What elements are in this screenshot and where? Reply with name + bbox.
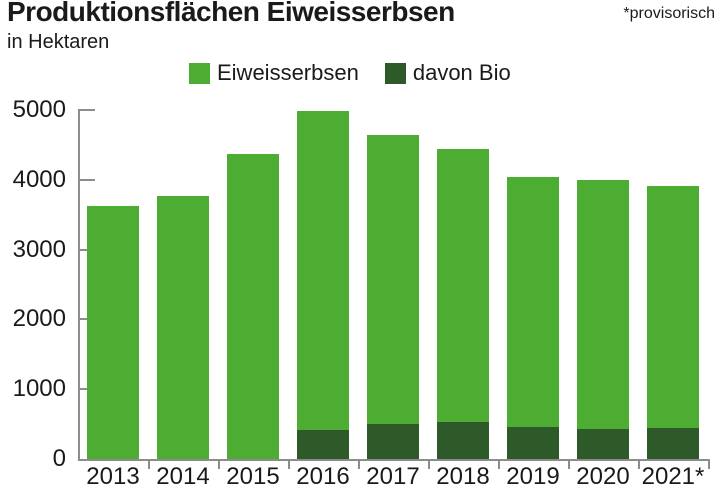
- bar-2017: [367, 135, 419, 459]
- bar-2016: [297, 110, 349, 459]
- y-axis-line: [78, 109, 80, 460]
- bar-2019-bio: [507, 426, 559, 459]
- x-tick: [288, 461, 290, 469]
- bar-2013: [87, 206, 139, 459]
- x-tick: [638, 461, 640, 469]
- chart-title: Produktionsflächen Eiweisserbsen: [7, 0, 455, 27]
- x-tick: [358, 461, 360, 469]
- x-tick-label: 2014: [156, 463, 210, 490]
- legend-label: davon Bio: [412, 60, 511, 85]
- bar-2021-bio: [647, 427, 699, 459]
- x-tick-label: 2015: [226, 463, 280, 490]
- bar-2018-bio: [437, 422, 489, 459]
- legend-item-davon-bio: davon Bio: [384, 60, 511, 86]
- legend-item-eiweisserbsen: Eiweisserbsen: [189, 60, 359, 86]
- x-tick: [708, 461, 710, 469]
- bar-2018: [437, 149, 489, 459]
- provisional-note: *provisorisch: [623, 5, 715, 22]
- legend: Eiweisserbsen davon Bio: [189, 60, 537, 86]
- legend-swatch-dark-green: [384, 62, 406, 84]
- x-tick: [568, 461, 570, 469]
- x-tick: [498, 461, 500, 469]
- bar-2020-bio: [577, 429, 629, 459]
- y-tick: [78, 178, 95, 181]
- x-tick-label: 2020: [576, 463, 630, 490]
- x-tick-label: 2019: [506, 463, 560, 490]
- bar-2020: [577, 179, 629, 459]
- y-tick-label: 4000: [12, 165, 66, 193]
- legend-label: Eiweisserbsen: [217, 60, 359, 85]
- x-tick: [218, 461, 220, 469]
- x-axis-line: [78, 459, 710, 461]
- y-tick: [78, 388, 95, 391]
- bar-2016-bio: [297, 430, 349, 459]
- y-tick-label: 5000: [12, 96, 66, 123]
- y-tick: [78, 248, 95, 251]
- y-tick-label: 3000: [12, 235, 66, 263]
- y-tick-label: 1000: [12, 375, 66, 403]
- y-tick-label: 0: [52, 445, 66, 472]
- y-tick: [78, 109, 95, 111]
- bar-2019: [507, 177, 559, 459]
- x-tick: [428, 461, 430, 469]
- bar-2021: [647, 186, 699, 459]
- x-tick-label: 2021*: [641, 463, 705, 490]
- bar-2014: [157, 195, 209, 459]
- bar-2017-bio: [367, 423, 419, 459]
- x-tick-label: 2018: [436, 463, 490, 490]
- y-tick: [78, 318, 95, 321]
- x-tick: [148, 461, 150, 469]
- x-tick-label: 2013: [86, 463, 140, 490]
- bar-2015: [227, 153, 279, 459]
- x-tick-label: 2016: [296, 463, 350, 490]
- x-tick-label: 2017: [366, 463, 420, 490]
- chart-subtitle: in Hektaren: [7, 31, 110, 53]
- legend-swatch-light-green: [189, 62, 210, 84]
- y-tick-label: 2000: [12, 305, 66, 333]
